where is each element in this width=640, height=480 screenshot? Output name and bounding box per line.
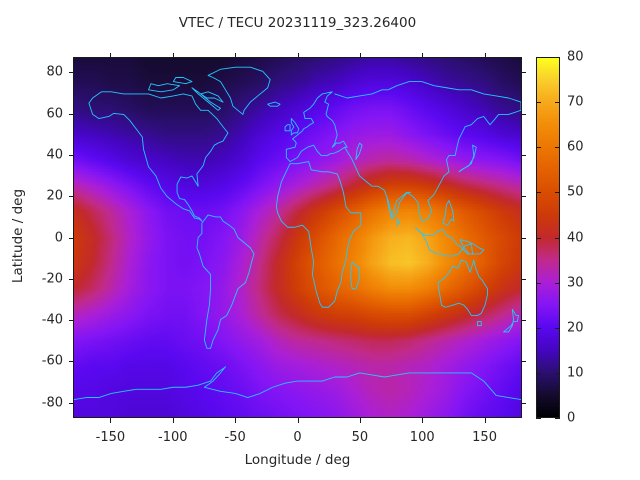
x-tick-mark-top bbox=[235, 53, 237, 58]
y-tick-mark bbox=[69, 320, 74, 321]
y-tick-label: 80 bbox=[46, 64, 63, 80]
x-tick-mark bbox=[172, 418, 174, 423]
colorbar-tick-label: 60 bbox=[567, 139, 584, 155]
x-tick-mark bbox=[359, 418, 361, 423]
y-tick-label: 20 bbox=[46, 188, 63, 204]
y-tick-mark-right bbox=[521, 320, 526, 321]
x-tick-mark-top bbox=[297, 53, 299, 58]
x-tick-mark bbox=[422, 418, 424, 423]
x-tick-mark bbox=[110, 418, 112, 423]
vtec-heatmap bbox=[74, 58, 521, 417]
colorbar-tick-label: 20 bbox=[567, 320, 584, 336]
x-tick-mark bbox=[297, 418, 299, 423]
map-plot-area[interactable] bbox=[73, 57, 522, 418]
colorbar-tick-mark bbox=[555, 102, 560, 104]
y-tick-mark-right bbox=[521, 361, 526, 363]
y-axis-label: Latitude / deg bbox=[10, 188, 26, 284]
page-title: VTEC / TECU 20231119_323.26400 bbox=[178, 15, 417, 31]
colorbar-gradient bbox=[537, 58, 559, 417]
x-tick-label: -50 bbox=[224, 430, 246, 445]
colorbar-tick-mark bbox=[536, 282, 541, 284]
x-tick-label: -150 bbox=[95, 430, 126, 445]
y-tick-label: 40 bbox=[46, 147, 63, 163]
colorbar-tick-mark bbox=[536, 192, 541, 194]
y-tick-mark bbox=[69, 72, 74, 74]
colorbar-tick-mark bbox=[555, 237, 560, 239]
colorbar-tick-mark bbox=[555, 147, 560, 149]
colorbar-tick-mark bbox=[536, 102, 541, 104]
x-tick-mark bbox=[484, 418, 486, 423]
y-tick-label: -80 bbox=[41, 395, 63, 411]
colorbar-tick-mark bbox=[555, 282, 560, 284]
colorbar-tick-mark bbox=[536, 327, 541, 329]
y-tick-mark-right bbox=[521, 72, 526, 74]
x-tick-label: -100 bbox=[158, 430, 188, 445]
colorbar-tick-label: 30 bbox=[567, 275, 584, 291]
x-axis-label: Longitude / deg bbox=[244, 452, 351, 468]
x-tick-mark-top bbox=[422, 53, 424, 58]
x-tick-label: 50 bbox=[351, 430, 369, 445]
y-tick-label: 60 bbox=[46, 106, 63, 122]
y-tick-mark bbox=[69, 278, 74, 280]
colorbar-tick-mark bbox=[555, 418, 560, 419]
x-tick-mark-top bbox=[110, 53, 112, 58]
x-tick-label: 150 bbox=[472, 430, 497, 445]
y-tick-label: -60 bbox=[41, 353, 63, 369]
y-tick-mark-right bbox=[521, 278, 526, 280]
y-tick-label: -40 bbox=[41, 312, 63, 328]
y-tick-mark bbox=[69, 361, 74, 363]
y-tick-mark-right bbox=[521, 402, 526, 404]
colorbar-tick-mark bbox=[555, 372, 560, 374]
colorbar-tick-mark bbox=[536, 237, 541, 239]
y-tick-mark bbox=[69, 113, 74, 115]
colorbar-tick-label: 0 bbox=[567, 410, 576, 426]
y-tick-mark bbox=[69, 402, 74, 404]
x-tick-mark-top bbox=[172, 53, 174, 58]
colorbar-tick-label: 80 bbox=[567, 49, 584, 65]
x-tick-mark-top bbox=[484, 53, 486, 58]
colorbar-tick-mark bbox=[555, 327, 560, 329]
y-tick-label: -20 bbox=[41, 271, 63, 287]
colorbar-tick-mark bbox=[555, 192, 560, 194]
y-tick-mark-right bbox=[521, 154, 526, 156]
y-tick-mark bbox=[69, 196, 74, 198]
colorbar-tick-mark bbox=[536, 372, 541, 374]
y-tick-mark-right bbox=[521, 237, 526, 239]
y-tick-mark bbox=[69, 154, 74, 156]
colorbar-tick-label: 50 bbox=[567, 184, 584, 200]
colorbar-tick-label: 70 bbox=[567, 94, 584, 110]
colorbar-tick-mark bbox=[536, 147, 541, 149]
y-tick-mark-right bbox=[521, 196, 526, 198]
colorbar-tick-mark bbox=[536, 57, 541, 58]
colorbar-tick-label: 10 bbox=[567, 365, 584, 381]
y-tick-mark bbox=[69, 237, 74, 239]
colorbar-tick-label: 40 bbox=[567, 230, 584, 245]
colorbar-tick-mark bbox=[536, 418, 541, 419]
x-tick-label: 100 bbox=[409, 430, 435, 445]
colorbar-tick-mark bbox=[555, 57, 560, 58]
y-tick-label: 0 bbox=[54, 230, 63, 245]
x-tick-mark-top bbox=[359, 53, 361, 58]
x-tick-mark bbox=[235, 418, 237, 423]
x-tick-label: 0 bbox=[293, 430, 302, 445]
y-tick-mark-right bbox=[521, 113, 526, 115]
